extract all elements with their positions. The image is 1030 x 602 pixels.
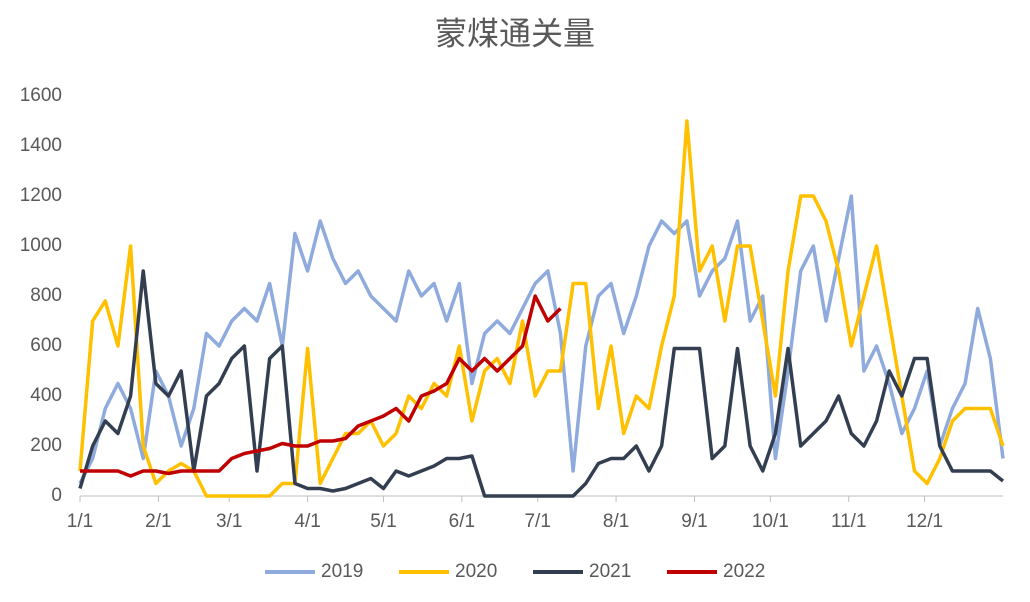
- x-tick-label: 3/1: [216, 511, 242, 532]
- y-tick-label: 400: [30, 385, 62, 406]
- series-line: [78, 269, 1005, 498]
- x-tick-label: 5/1: [370, 511, 396, 532]
- chart-title: 蒙煤通关量: [435, 15, 595, 51]
- y-tick-label: 0: [51, 485, 62, 506]
- series-line: [80, 294, 562, 478]
- y-tick-label: 1400: [20, 135, 62, 156]
- legend-label: 2022: [723, 561, 765, 582]
- x-tick-label: 10/1: [752, 511, 789, 532]
- x-tick-label: 4/1: [294, 511, 320, 532]
- y-tick-label: 1600: [20, 85, 62, 106]
- x-tick-label: 8/1: [603, 511, 629, 532]
- legend-label: 2019: [321, 561, 363, 582]
- y-tick-label: 200: [30, 435, 62, 456]
- x-tick-label: 12/1: [906, 511, 943, 532]
- y-tick-label: 600: [30, 335, 62, 356]
- series-line: [78, 194, 1005, 485]
- y-tick-label: 1000: [20, 235, 62, 256]
- legend-label: 2021: [589, 561, 631, 582]
- x-tick-label: 1/1: [67, 511, 93, 532]
- legend-label: 2020: [455, 561, 497, 582]
- y-tick-label: 1200: [20, 185, 62, 206]
- x-tick-label: 2/1: [145, 511, 171, 532]
- x-tick-label: 9/1: [681, 511, 707, 532]
- x-tick-label: 7/1: [524, 511, 550, 532]
- x-tick-label: 11/1: [831, 511, 867, 532]
- series-line: [78, 119, 1005, 498]
- x-tick-label: 6/1: [449, 511, 475, 532]
- y-tick-label: 800: [30, 285, 62, 306]
